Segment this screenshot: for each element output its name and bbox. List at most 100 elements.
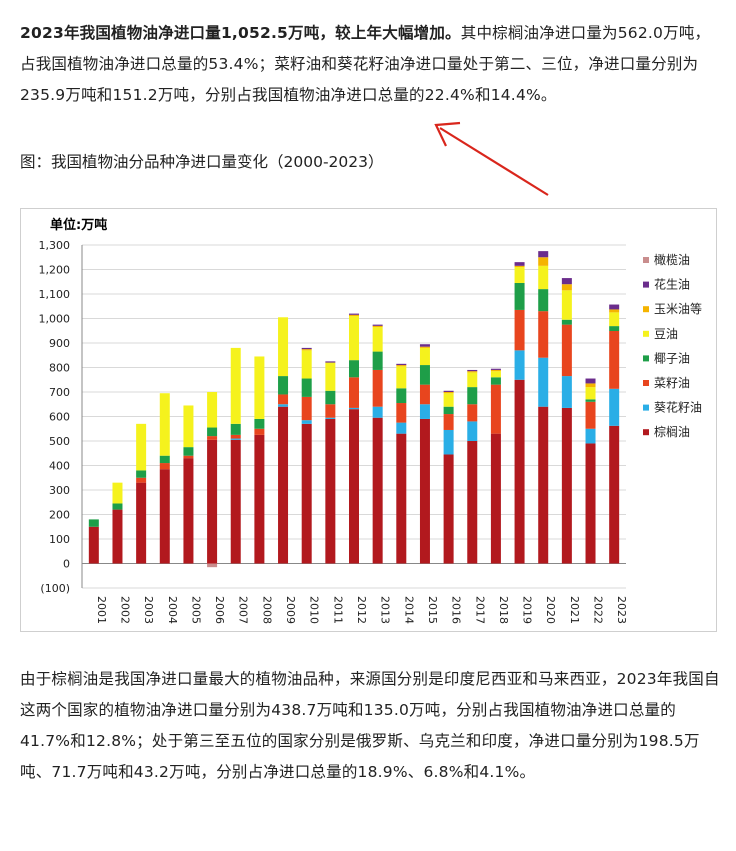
bar-segment: [419, 365, 430, 385]
bar-segment: [325, 417, 336, 419]
legend-swatch: [643, 380, 649, 386]
x-tick-label: 2006: [213, 596, 226, 624]
bar-segment: [183, 458, 194, 564]
bar-segment: [396, 422, 407, 434]
x-tick-label: 2013: [379, 596, 392, 624]
bar-segment: [183, 447, 194, 456]
bar-segment: [349, 409, 359, 564]
bar-segment: [207, 427, 218, 437]
bar-segment: [301, 420, 312, 424]
intro-headline: 2023年我国植物油净进口量1,052.5万吨，较上年大幅增加。: [20, 24, 461, 42]
x-tick-label: 2008: [260, 596, 273, 624]
bar-segment: [585, 378, 596, 384]
bar-segment: [467, 369, 478, 372]
bar-segment: [396, 403, 407, 423]
bar-segment: [301, 350, 312, 379]
legend-label: 花生油: [654, 277, 690, 292]
x-tick-label: 2015: [426, 596, 439, 624]
bar-segment: [112, 509, 123, 564]
y-tick-label: 1,200: [39, 264, 71, 277]
arrow-shape: [434, 121, 549, 196]
bar-segment: [372, 327, 383, 352]
x-axis: 2001 2002 2003 2004 2005 2006 2007 2008 2009 2010…: [95, 596, 628, 624]
x-tick-label: 2023: [615, 596, 628, 624]
x-tick-label: 2007: [237, 596, 250, 624]
x-tick-label: 2004: [166, 596, 179, 624]
bar-segment: [443, 406, 454, 415]
bar-segment: [467, 441, 478, 564]
x-tick-label: 2001: [95, 596, 108, 624]
bar-segment: [396, 366, 407, 389]
bar-segment: [301, 378, 312, 397]
net-import-chart: 单位:万吨 (100) 0 100 200 300 400 500 600 700 800 900 1…: [20, 208, 717, 632]
y-tick-label: 1,100: [39, 288, 71, 301]
bar-segment: [490, 377, 501, 385]
bar-segment: [396, 433, 407, 564]
bar-segment: [585, 443, 596, 564]
bar-segment: [207, 392, 218, 428]
bar-segment: [230, 423, 241, 435]
bar-segment: [609, 312, 620, 327]
y-tick-label: 0: [63, 558, 70, 571]
y-tick-label: 900: [49, 337, 70, 350]
bar-segment: [419, 347, 430, 366]
bar-segment: [609, 304, 620, 310]
bar-segment: [490, 368, 501, 370]
y-tick-label: 500: [49, 435, 70, 448]
bar-segment: [136, 482, 147, 564]
x-tick-label: 2018: [497, 596, 510, 624]
bar-segment: [230, 434, 241, 439]
bar-segment: [396, 363, 407, 366]
legend-swatch: [643, 306, 649, 313]
y-tick-label: 200: [49, 509, 70, 522]
bar-segment: [561, 290, 572, 320]
bar-segment: [467, 372, 478, 388]
bar-segment: [325, 404, 336, 418]
bar-segment: [254, 434, 265, 564]
y-tick-label: 1,300: [39, 239, 71, 252]
bar-segment: [609, 326, 620, 331]
bar-segment: [514, 282, 525, 310]
bar-segment: [301, 396, 312, 421]
bar-stacks: [88, 251, 620, 568]
bar-segment: [325, 418, 336, 564]
bar-segment: [514, 309, 525, 351]
bar-segment: [585, 401, 596, 429]
bar-segment: [136, 470, 147, 478]
y-axis: (100) 0 100 200 300 400 500 600 700 800 900 1,000 1,…: [39, 239, 83, 595]
bar-segment: [561, 407, 572, 564]
bar-segment: [419, 418, 430, 564]
bar-segment: [514, 267, 525, 283]
bar-segment: [349, 313, 359, 315]
bar-segment: [372, 324, 383, 326]
legend-label: 玉米油等: [654, 302, 702, 316]
bar-segment: [538, 357, 549, 407]
bar-segment: [585, 428, 596, 444]
bar-segment: [443, 390, 454, 392]
x-tick-label: 2019: [521, 596, 534, 624]
legend-label: 橄榄油: [654, 252, 690, 267]
bar-segment: [372, 351, 383, 370]
legend-label: 葵花籽油: [654, 400, 702, 415]
x-tick-label: 2020: [544, 596, 557, 624]
bar-segment: [538, 265, 549, 290]
bar-segment: [207, 439, 218, 564]
x-tick-label: 2002: [118, 596, 131, 624]
bar-segment: [490, 433, 501, 564]
bar-segment: [419, 346, 430, 348]
intro-body: 其中棕榈油净进口量为562.0万吨，占我国植物油净进口总量的53.4%；菜籽油和…: [20, 24, 711, 104]
legend-label: 椰子油: [654, 350, 690, 365]
bar-segment: [301, 423, 312, 564]
bar-segment: [278, 317, 289, 377]
bar-segment: [183, 405, 194, 448]
figure-caption: 图：我国植物油分品种净进口量变化（2000-2023）: [20, 153, 384, 171]
y-tick-label: 300: [49, 484, 70, 497]
bar-segment: [207, 436, 218, 440]
bar-segment: [396, 388, 407, 404]
bar-segment: [349, 314, 359, 317]
bar-segment: [585, 383, 596, 388]
bar-segment: [467, 371, 478, 373]
bar-segment: [419, 344, 430, 347]
bar-segment: [112, 482, 123, 504]
